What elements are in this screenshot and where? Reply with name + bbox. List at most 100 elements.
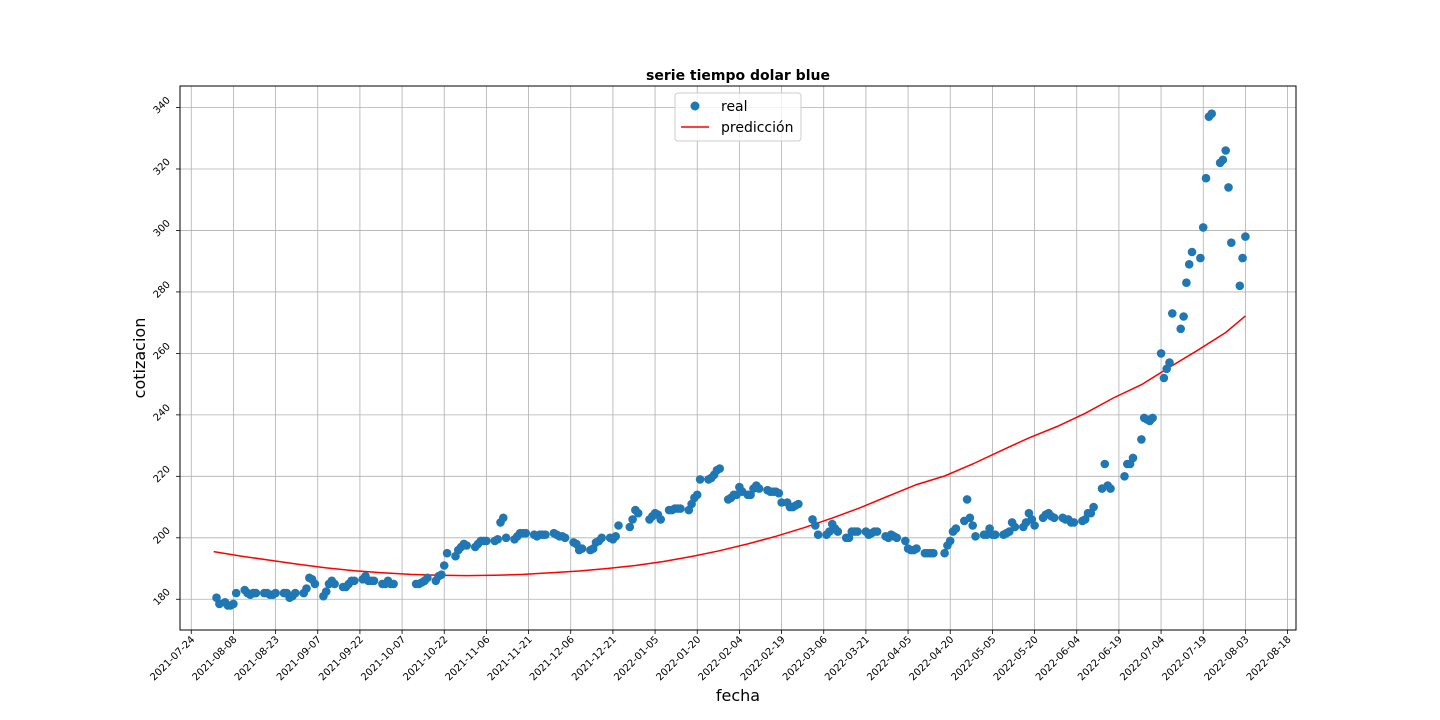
real-data-point xyxy=(901,536,910,546)
real-data-point xyxy=(541,530,550,539)
real-data-point xyxy=(1176,324,1185,334)
real-data-point xyxy=(853,527,862,536)
real-data-point xyxy=(692,490,702,500)
real-data-point xyxy=(1010,522,1020,532)
real-data-point xyxy=(1030,521,1039,530)
real-data-point xyxy=(1198,223,1208,232)
real-data-point xyxy=(310,579,320,589)
real-data-point xyxy=(625,522,635,532)
real-data-point xyxy=(940,548,949,558)
real-data-point xyxy=(462,541,472,550)
real-data-point xyxy=(1182,278,1191,288)
real-data-point xyxy=(1187,247,1197,257)
real-data-point xyxy=(501,533,511,543)
real-data-point xyxy=(271,588,280,598)
real-data-point xyxy=(968,521,977,530)
real-data-point xyxy=(1218,155,1228,165)
real-data-point xyxy=(369,576,379,586)
real-data-point xyxy=(1100,459,1110,469)
real-data-point xyxy=(493,535,503,544)
real-data-point xyxy=(1238,253,1247,263)
real-data-point xyxy=(1137,435,1146,444)
real-data-point xyxy=(872,527,882,536)
real-data-point xyxy=(231,588,241,598)
real-data-point xyxy=(929,548,938,558)
prediction-series xyxy=(213,315,1246,577)
y-axis-label: cotizacion xyxy=(130,318,149,399)
real-data-point xyxy=(695,475,705,484)
chart-title: serie tiempo dolar blue xyxy=(646,68,830,84)
legend-label-real: real xyxy=(721,99,748,115)
real-data-point xyxy=(1168,309,1177,318)
real-data-point xyxy=(350,576,359,586)
real-data-point xyxy=(577,544,587,553)
legend-label-prediction: predicción xyxy=(721,120,793,136)
real-data-point xyxy=(1235,281,1245,291)
real-data-point xyxy=(1165,358,1174,367)
real-data-point xyxy=(1106,484,1115,493)
real-data-point xyxy=(1241,232,1250,241)
real-data-point xyxy=(1224,183,1233,192)
real-data-point xyxy=(656,515,665,524)
real-data-point xyxy=(1128,453,1138,463)
real-data-point xyxy=(962,495,972,504)
real-data-point xyxy=(499,513,508,523)
plot-area-frame xyxy=(179,85,1297,631)
real-data-point xyxy=(330,579,339,589)
real-data-point xyxy=(291,588,300,598)
prediction-line xyxy=(213,315,1246,577)
legend: real predicción xyxy=(674,92,802,142)
real-data-point xyxy=(1148,413,1157,423)
real-data-point xyxy=(774,488,784,498)
real-data-point xyxy=(437,570,446,579)
legend-box xyxy=(674,92,802,142)
real-data-point xyxy=(423,573,432,583)
real-data-point xyxy=(389,579,398,589)
real-data-point xyxy=(611,532,620,541)
real-data-point xyxy=(811,521,820,530)
real-data-point xyxy=(892,533,902,543)
real-data-point xyxy=(1221,146,1230,155)
x-axis-label: fecha xyxy=(716,686,760,705)
real-data-point xyxy=(251,588,261,598)
real-data-point xyxy=(813,530,823,539)
real-data-point xyxy=(794,499,803,509)
real-data-point xyxy=(302,584,311,593)
real-data-point xyxy=(676,504,685,513)
real-data-point xyxy=(951,524,961,533)
real-data-point xyxy=(965,513,975,523)
real-data-point xyxy=(442,548,452,558)
real-data-point xyxy=(1227,238,1236,247)
real-data-point xyxy=(321,587,331,596)
real-data-point xyxy=(715,464,724,473)
real-data-point xyxy=(1196,253,1205,263)
real-data-point xyxy=(1089,502,1098,512)
real-data-point xyxy=(439,561,449,570)
real-data-point xyxy=(754,484,764,493)
real-data-point xyxy=(521,528,531,538)
real-data-point xyxy=(990,530,1000,539)
real-data-point xyxy=(229,599,238,609)
real-data-point xyxy=(1184,260,1194,269)
real-data-point xyxy=(633,508,643,518)
real-data-point xyxy=(1120,472,1129,481)
real-data-point xyxy=(912,544,921,553)
real-data-point xyxy=(560,533,570,543)
real-data-point xyxy=(971,532,980,541)
legend-marker-real xyxy=(690,101,700,111)
real-data-point xyxy=(1179,312,1188,321)
real-data-point xyxy=(1069,518,1079,527)
real-data-point xyxy=(1049,513,1059,523)
real-data-point xyxy=(1201,173,1211,183)
real-data-point xyxy=(833,527,843,536)
real-data-point xyxy=(1159,373,1169,383)
real-data-point xyxy=(1207,109,1216,118)
real-data-point xyxy=(482,536,491,546)
real-data-point xyxy=(614,521,623,530)
real-data-point xyxy=(945,536,955,546)
real-series xyxy=(212,109,1250,610)
real-data-point xyxy=(628,515,637,524)
real-data-point xyxy=(597,533,606,543)
real-data-point xyxy=(1156,349,1166,358)
